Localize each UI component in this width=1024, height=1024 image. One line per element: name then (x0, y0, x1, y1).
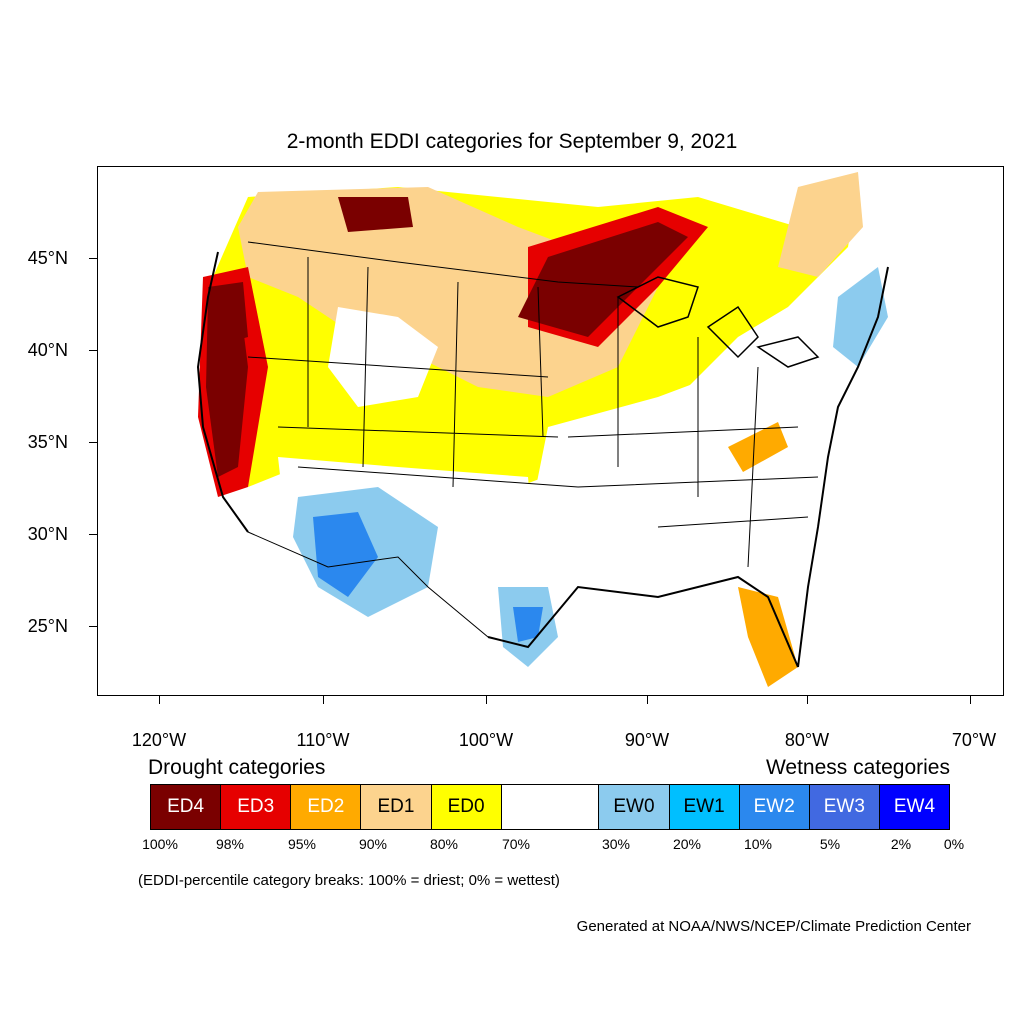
lon-label-110: 110°W (296, 730, 350, 750)
gulf-coast (487, 575, 799, 668)
map-frame (97, 166, 1004, 696)
west-coast (196, 251, 249, 533)
lat-tick (89, 626, 97, 627)
lat-tick (89, 534, 97, 535)
category-fill (198, 172, 888, 687)
legend-swatch-ew1: EW1 (669, 785, 740, 829)
sw-wet-mid (313, 512, 378, 597)
legend-swatch-ew3: EW3 (809, 785, 880, 829)
lon-tick (647, 696, 648, 704)
percent-break: 80% (429, 836, 459, 852)
lon-tick (486, 696, 487, 704)
percent-break: 95% (287, 836, 317, 852)
lon-tick (807, 696, 808, 704)
lat-label-40: 40°N (27, 340, 68, 360)
lat-label-45: 45°N (27, 248, 68, 268)
legend-swatch-ew4: EW4 (879, 785, 950, 829)
texas-wet-mid (513, 607, 543, 642)
north-tan (238, 187, 658, 397)
lat-label-25: 25°N (27, 616, 68, 636)
legend-swatch-ed4: ED4 (151, 785, 222, 829)
legend-swatch-ew2: EW2 (739, 785, 810, 829)
great-lakes (616, 276, 820, 368)
tennessee-orange (728, 422, 788, 472)
lon-label-100: 100°W (458, 730, 514, 750)
wetness-heading: Wetness categories (765, 756, 950, 779)
lon-label-120: 120°W (131, 730, 187, 750)
legend-bar: ED4 ED3 ED2 ED1 ED0 EW0 EW1 EW2 EW3 EW4 (150, 784, 950, 830)
legend-swatch-neutral (501, 785, 600, 829)
percent-break: 70% (501, 836, 531, 852)
lat-label-30: 30°N (27, 524, 68, 544)
lon-label-80: 80°W (784, 730, 830, 750)
legend-swatch-ed0: ED0 (431, 785, 502, 829)
percent-break: 90% (358, 836, 388, 852)
oregon-red (208, 282, 248, 347)
boundary-lines (196, 241, 889, 668)
lat-tick (89, 442, 97, 443)
legend-swatch-ew0: EW0 (599, 785, 670, 829)
us-canada-border (247, 241, 639, 288)
legend-swatch-ed1: ED1 (361, 785, 432, 829)
percent-break: 2% (890, 836, 912, 852)
us-mexico-border (247, 531, 489, 638)
percent-break: 100% (142, 836, 178, 852)
lon-label-70: 70°W (951, 730, 997, 750)
lat-label-35: 35°N (27, 432, 68, 452)
state-lines (247, 257, 819, 568)
percent-break: 98% (215, 836, 245, 852)
east-coast (797, 266, 889, 668)
lon-tick (323, 696, 324, 704)
lat-tick (89, 350, 97, 351)
percent-break: 0% (943, 836, 965, 852)
legend-swatch-ed3: ED3 (221, 785, 292, 829)
legend-swatch-ed2: ED2 (291, 785, 362, 829)
lon-label-90: 90°W (624, 730, 670, 750)
florida-orange (738, 587, 798, 687)
map-title: 2-month EDDI categories for September 9,… (286, 130, 738, 153)
minnesota-dark (518, 222, 688, 337)
eddi-map (196, 172, 889, 687)
percent-break: 30% (601, 836, 631, 852)
percent-break: 20% (672, 836, 702, 852)
percent-break: 5% (819, 836, 841, 852)
lon-tick (159, 696, 160, 704)
drought-heading: Drought categories (148, 756, 326, 779)
percent-break: 10% (743, 836, 773, 852)
credit-line: Generated at NOAA/NWS/NCEP/Climate Predi… (576, 918, 971, 935)
lat-tick (89, 258, 97, 259)
montana-dark (338, 197, 413, 232)
category-note: (EDDI-percentile category breaks: 100% =… (138, 872, 560, 889)
white-southeast (528, 367, 838, 597)
lon-tick (970, 696, 971, 704)
northeast-tan (778, 172, 863, 277)
ne-wet (833, 267, 888, 367)
white-central (328, 307, 438, 407)
